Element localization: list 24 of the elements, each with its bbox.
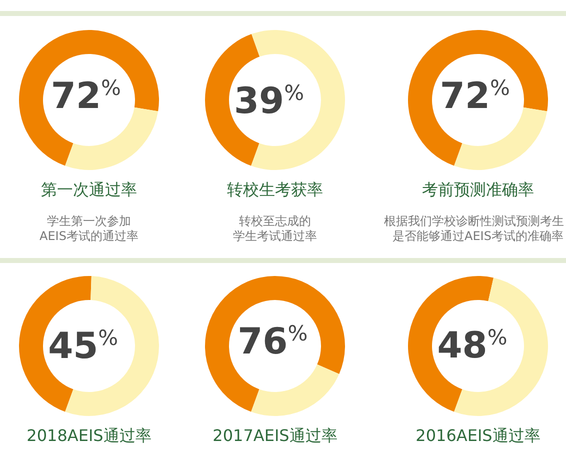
donut-slice (251, 364, 340, 416)
text: 第一次通过率 (41, 180, 137, 199)
data-label: 39% (234, 80, 304, 122)
text: 2017AEIS通过率 (212, 426, 338, 445)
donut-slice (19, 30, 159, 166)
data-label: 72% (50, 76, 122, 117)
text: 根据我们学校诊断性测试预测考生 (384, 214, 564, 228)
donut-slice (205, 276, 345, 412)
text: 是否能够通过AEIS考试的准确率 (392, 229, 564, 243)
text: 学生考试通过率 (233, 229, 317, 243)
text: 2018AEIS通过率 (26, 426, 152, 445)
donut-slice (408, 30, 548, 166)
text: 学生第一次参加 (47, 214, 131, 228)
text: AEIS考试的通过率 (40, 229, 138, 243)
text: 转校生考获率 (227, 180, 323, 199)
data-label: 72% (440, 76, 510, 117)
text: 转校至志成的 (239, 214, 311, 228)
text: 2016AEIS通过率 (416, 426, 540, 445)
data-label: 45% (48, 326, 118, 367)
text: 考前预测准确率 (422, 180, 534, 199)
data-label: 76% (238, 321, 308, 362)
donut-slice (454, 107, 548, 170)
data-label: 48% (437, 325, 508, 366)
donut-slice (65, 107, 158, 170)
